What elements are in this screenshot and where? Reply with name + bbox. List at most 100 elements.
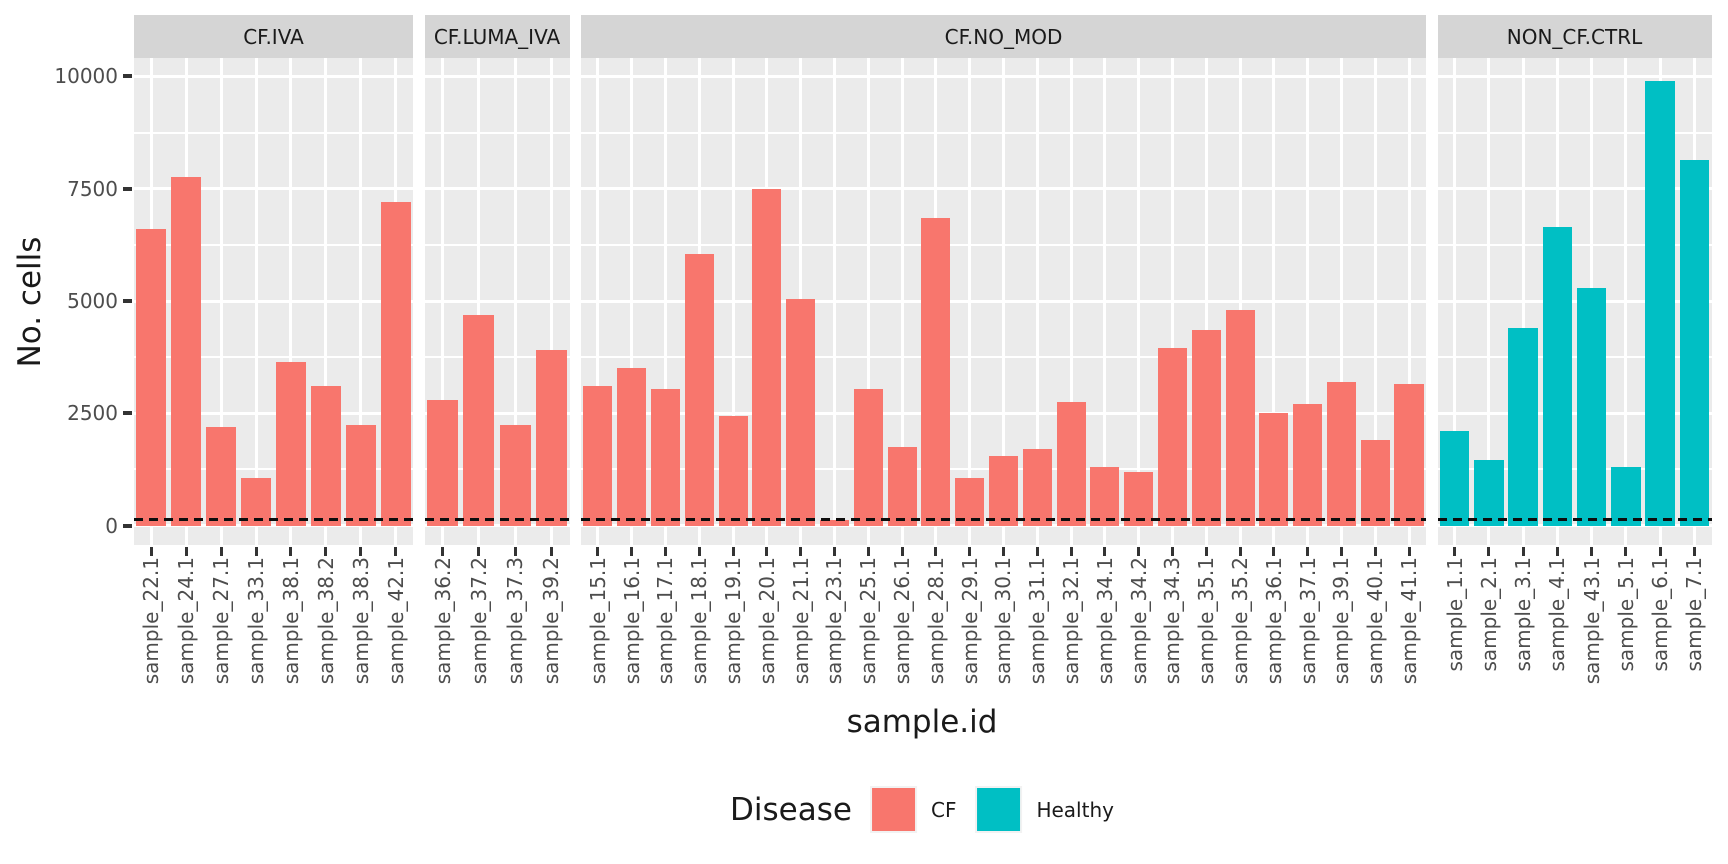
bar: [1679, 159, 1710, 526]
x-tick-mark: [697, 547, 701, 556]
major-gridline: [424, 411, 570, 415]
bar: [617, 368, 647, 526]
facet: NON_CF.CTRL sample_1.1 sample_2.1 sample_3.…: [1437, 15, 1712, 707]
x-tick-label: sample_39.2: [539, 557, 564, 685]
bar: [241, 478, 272, 526]
vertical-gridline: [1137, 58, 1141, 545]
x-tick-mark: [324, 547, 328, 556]
minor-gridline: [424, 356, 570, 359]
bar: [1225, 310, 1255, 526]
x-tick-label: sample_41.1: [1397, 557, 1422, 685]
x-tick-mark: [1001, 547, 1005, 556]
minor-gridline: [134, 468, 413, 471]
facet-panel: [581, 58, 1426, 545]
bar: [1326, 381, 1356, 526]
x-tick-mark: [765, 547, 769, 556]
vertical-gridline: [1521, 58, 1525, 545]
y-tick-label: 10000: [54, 64, 118, 89]
bar: [380, 202, 411, 526]
facet: CF.IVA sample_22.1 sample_24.1 sample_27.1 s…: [134, 15, 413, 707]
x-tick-mark: [832, 547, 836, 556]
x-tick-mark: [1069, 547, 1073, 556]
x-axis-title: sample.id: [846, 704, 998, 740]
x-tick-mark: [1035, 547, 1039, 556]
bar: [786, 298, 816, 526]
x-tick-mark: [1407, 547, 1411, 556]
x-tick-mark: [289, 547, 293, 556]
bar-cell: [818, 58, 852, 545]
vertical-gridline: [1339, 58, 1343, 545]
bar: [1508, 327, 1538, 526]
bar-cell: [533, 58, 569, 545]
x-ticks: [581, 545, 1426, 557]
bar: [1439, 431, 1470, 526]
vertical-gridline: [477, 58, 481, 545]
bar-cell: [378, 58, 413, 545]
bar-cell: [1575, 58, 1609, 545]
x-tick-label: sample_29.1: [957, 557, 982, 685]
bar: [1090, 467, 1120, 526]
bar: [583, 386, 613, 526]
y-tick-mark: [123, 186, 132, 191]
legend-entries: CF Healthy: [869, 786, 1114, 833]
vertical-gridline: [866, 58, 870, 545]
bar: [887, 447, 917, 526]
vertical-gridline: [832, 58, 836, 545]
x-tick-mark: [934, 547, 938, 556]
vertical-gridline: [1238, 58, 1242, 545]
bar: [1022, 449, 1052, 526]
x-tick-mark: [513, 547, 517, 556]
x-tick-label: sample_40.1: [1363, 557, 1388, 685]
major-gridline: [1437, 411, 1712, 415]
vertical-gridline: [1001, 58, 1005, 545]
bar-cell: [343, 58, 378, 545]
bar-cell: [1122, 58, 1156, 545]
x-tick-label: sample_27.1: [209, 557, 234, 685]
facet-strip-label: CF.LUMA_IVA: [424, 15, 570, 58]
x-tick-mark: [663, 547, 667, 556]
bar-cell: [885, 58, 919, 545]
x-tick-label: sample_22.1: [139, 557, 164, 685]
legend-title: Disease: [730, 791, 852, 828]
major-gridline: [424, 299, 570, 303]
bar: [1293, 404, 1323, 526]
bar-cell: [1438, 58, 1472, 545]
x-tick-label: sample_1.1: [1442, 557, 1467, 672]
x-tick-label: sample_38.2: [313, 557, 338, 685]
x-tick-mark: [1137, 547, 1141, 556]
bar-cell: [169, 58, 204, 545]
bar-cells: [581, 58, 1426, 545]
x-tick-label: sample_4.1: [1545, 557, 1570, 672]
x-tick-label: sample_15.1: [585, 557, 610, 685]
vertical-gridline: [1069, 58, 1073, 545]
x-tick-label: sample_16.1: [619, 557, 644, 685]
bar-cells: [425, 58, 570, 545]
bar-cell: [1223, 58, 1257, 545]
y-tick-label: 0: [105, 513, 118, 538]
x-tick-label: sample_18.1: [687, 557, 712, 685]
vertical-gridline: [1272, 58, 1276, 545]
x-tick-label: sample_43.1: [1579, 557, 1604, 685]
bar-cell: [134, 58, 169, 545]
bar-cell: [1291, 58, 1325, 545]
x-tick-mark: [866, 547, 870, 556]
vertical-gridline: [1373, 58, 1377, 545]
x-tick-label: sample_33.1: [244, 557, 269, 685]
y-axis: 0 2500 5000 7500 10000: [0, 0, 140, 600]
vertical-gridline: [1453, 58, 1457, 545]
x-tick-mark: [596, 547, 600, 556]
major-gridline: [424, 187, 570, 191]
x-tick-label: sample_5.1: [1613, 557, 1638, 672]
x-tick-mark: [1339, 547, 1343, 556]
bar-cell: [1677, 58, 1711, 545]
bar: [427, 399, 459, 526]
threshold-line: [134, 518, 413, 522]
minor-gridline: [134, 356, 413, 359]
legend-key: [869, 786, 917, 833]
legend-key: [975, 786, 1023, 833]
x-tick-label: sample_21.1: [788, 557, 813, 685]
x-tick-label: sample_34.3: [1160, 557, 1185, 685]
x-tick-label: sample_7.1: [1682, 557, 1707, 672]
vertical-gridline: [1204, 58, 1208, 545]
